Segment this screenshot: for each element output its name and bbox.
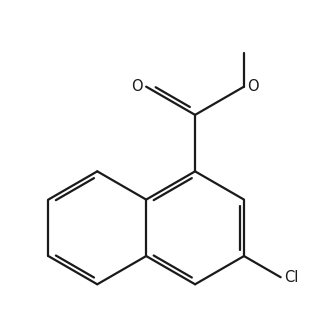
Text: O: O — [248, 79, 259, 94]
Text: O: O — [131, 79, 143, 94]
Text: Cl: Cl — [284, 270, 299, 285]
